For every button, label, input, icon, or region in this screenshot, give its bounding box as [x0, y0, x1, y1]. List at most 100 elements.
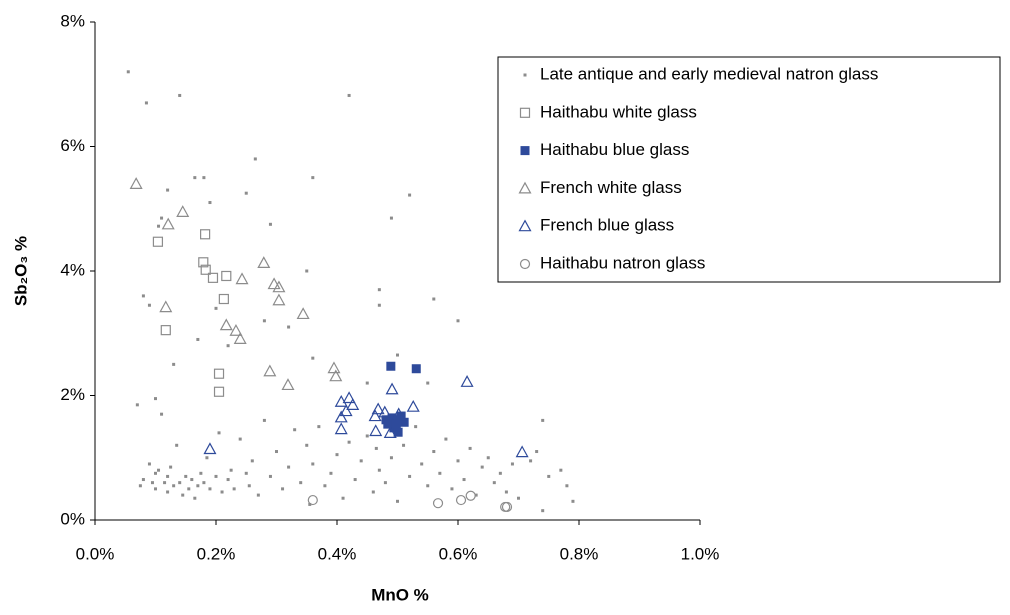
- point: [160, 216, 164, 220]
- point: [432, 498, 444, 509]
- legend-marker: [519, 258, 531, 270]
- point: [281, 487, 285, 491]
- point: [257, 256, 271, 269]
- point: [193, 496, 197, 500]
- x-tick-label: 0.0%: [76, 544, 115, 563]
- point: [147, 462, 151, 466]
- legend-label: French white glass: [540, 178, 682, 197]
- point: [389, 456, 393, 460]
- point: [229, 468, 233, 472]
- point: [141, 478, 145, 482]
- point: [347, 93, 351, 97]
- x-axis-title: MnO %: [371, 585, 429, 604]
- point: [263, 364, 277, 377]
- point: [229, 324, 243, 336]
- point: [465, 490, 476, 501]
- point: [196, 337, 200, 341]
- point: [296, 307, 310, 320]
- point: [311, 462, 315, 466]
- point: [307, 494, 318, 506]
- point: [462, 478, 466, 482]
- point: [341, 496, 345, 500]
- point: [172, 362, 176, 366]
- point: [334, 422, 348, 435]
- point: [200, 229, 211, 240]
- legend-box: [497, 56, 1001, 283]
- point: [217, 431, 221, 435]
- point: [287, 325, 291, 329]
- point: [329, 369, 343, 382]
- point: [571, 499, 575, 503]
- point: [392, 407, 406, 420]
- point: [408, 193, 412, 197]
- point: [272, 293, 286, 306]
- point: [190, 478, 194, 482]
- point: [541, 418, 545, 422]
- point: [166, 490, 170, 494]
- point: [129, 177, 143, 189]
- point: [510, 462, 514, 466]
- point: [438, 471, 442, 475]
- legend-label: Haithabu blue glass: [540, 140, 689, 159]
- point: [219, 318, 233, 331]
- point: [293, 428, 297, 432]
- point: [359, 459, 363, 463]
- y-axis-title: Sb₂O₃ %: [11, 236, 30, 306]
- point: [235, 272, 249, 285]
- legend-marker: [520, 146, 530, 156]
- point: [371, 490, 375, 494]
- point: [256, 493, 260, 497]
- point: [175, 443, 179, 447]
- point: [135, 403, 139, 407]
- point: [529, 459, 533, 463]
- point: [353, 478, 357, 482]
- point: [262, 418, 266, 422]
- point: [450, 487, 454, 491]
- point: [541, 509, 545, 513]
- point: [138, 484, 142, 488]
- point: [317, 425, 321, 429]
- point: [160, 412, 164, 416]
- point: [342, 391, 356, 404]
- point: [199, 471, 203, 475]
- point: [208, 487, 212, 491]
- point: [426, 381, 430, 385]
- point: [420, 462, 424, 466]
- point: [323, 484, 327, 488]
- point: [176, 205, 190, 217]
- point: [498, 471, 502, 475]
- legend-label: Haithabu white glass: [540, 102, 697, 121]
- legend-label: French blue glass: [540, 216, 674, 235]
- x-tick-label: 1.0%: [681, 544, 720, 563]
- point: [214, 474, 218, 478]
- point: [456, 459, 460, 463]
- point: [396, 411, 406, 421]
- point: [184, 474, 188, 478]
- point: [346, 398, 360, 410]
- point: [371, 402, 385, 415]
- point: [402, 443, 406, 447]
- point: [281, 378, 295, 391]
- point: [178, 93, 182, 97]
- point: [377, 303, 381, 307]
- point: [220, 490, 224, 494]
- point: [299, 481, 303, 485]
- point: [305, 269, 309, 273]
- point: [408, 474, 412, 478]
- point: [559, 468, 563, 472]
- point: [432, 297, 436, 301]
- point: [202, 176, 206, 180]
- point: [147, 303, 151, 307]
- point: [396, 353, 399, 357]
- point: [253, 157, 257, 161]
- point: [181, 493, 185, 497]
- point: [172, 484, 176, 488]
- point: [327, 361, 341, 374]
- point: [329, 471, 333, 475]
- point: [208, 201, 212, 205]
- point: [383, 426, 397, 438]
- point: [238, 437, 242, 441]
- point: [383, 481, 387, 485]
- point: [178, 481, 182, 485]
